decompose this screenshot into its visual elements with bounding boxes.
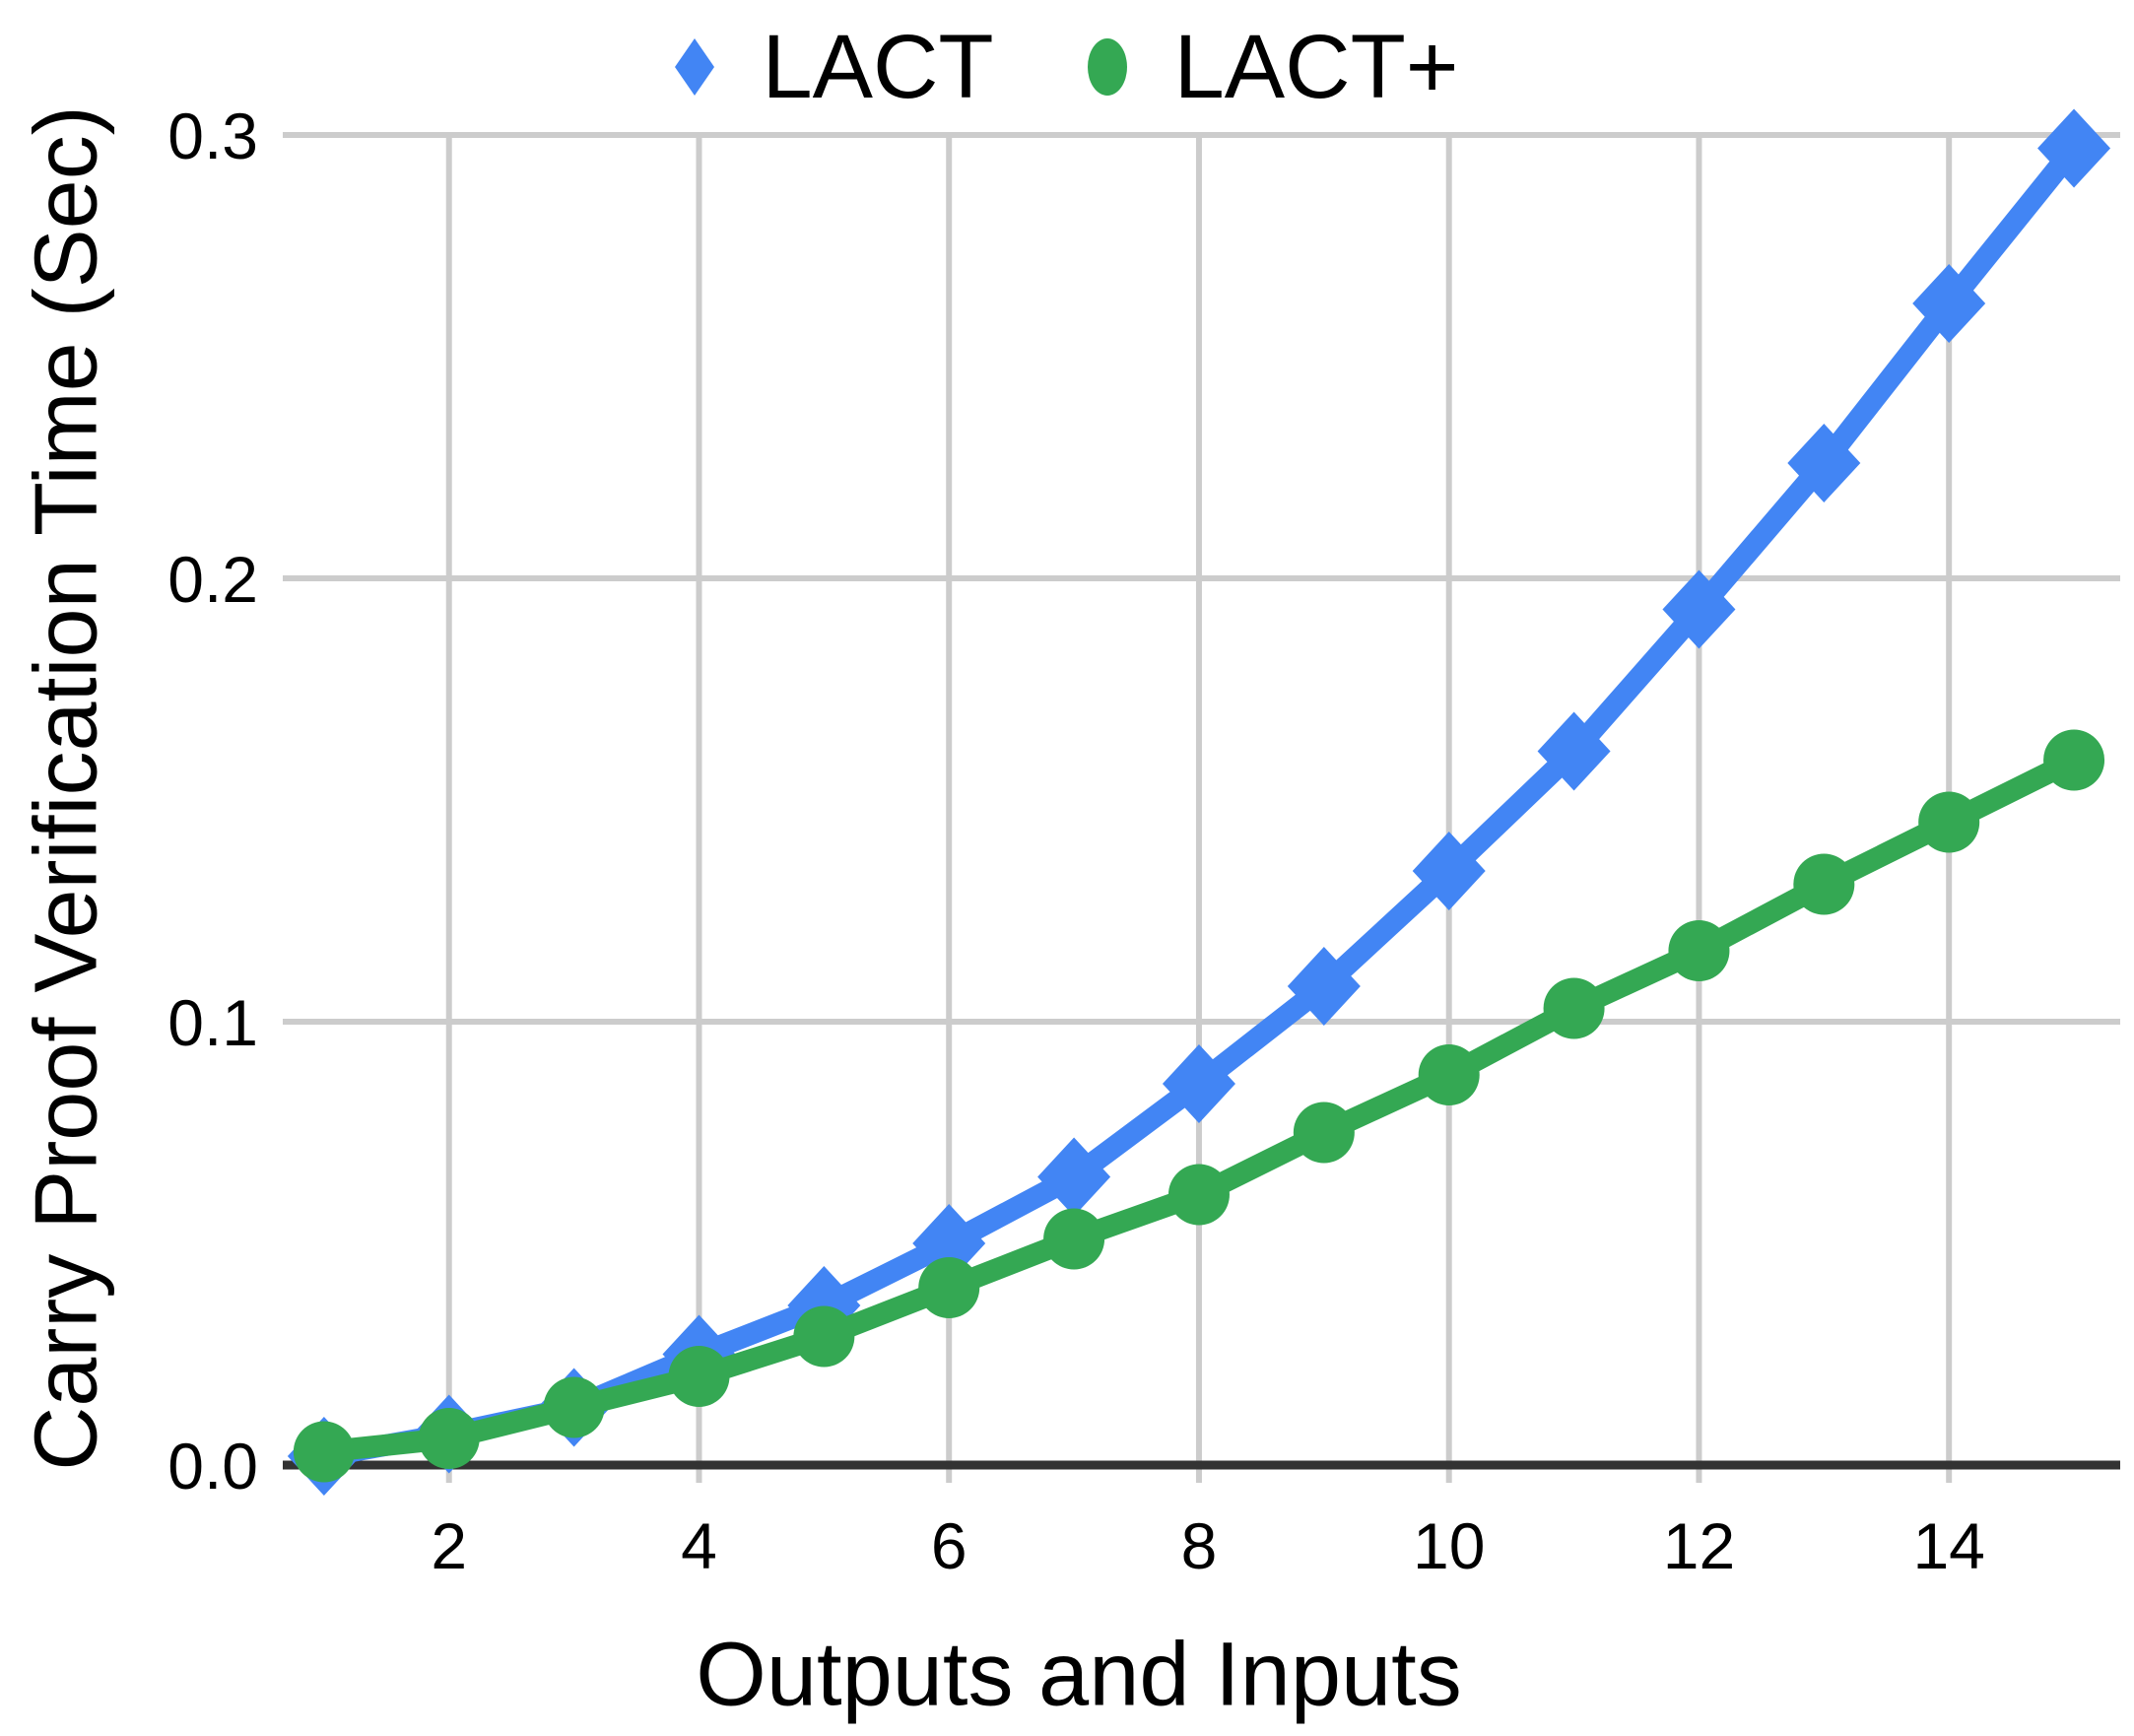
data-point-LACT+[interactable] — [1918, 791, 1980, 853]
data-point-LACT[interactable] — [1162, 1044, 1235, 1123]
legend-item-lact[interactable]: LACT — [675, 17, 994, 117]
data-point-LACT+[interactable] — [418, 1408, 480, 1469]
data-point-LACT+[interactable] — [1418, 1044, 1480, 1105]
data-point-LACT+[interactable] — [543, 1376, 605, 1438]
data-point-LACT[interactable] — [1912, 264, 1986, 343]
data-point-LACT+[interactable] — [1293, 1102, 1355, 1164]
data-point-LACT[interactable] — [2037, 108, 2111, 188]
legend-label-lact: LACT — [762, 17, 994, 117]
legend-label-lact-plus: LACT+ — [1173, 17, 1459, 117]
data-point-LACT[interactable] — [1787, 424, 1861, 502]
y-tick-label: 0.2 — [167, 543, 258, 616]
data-point-LACT+[interactable] — [918, 1257, 980, 1318]
data-point-LACT+[interactable] — [793, 1305, 855, 1368]
x-tick-label: 8 — [1181, 1509, 1218, 1582]
x-axis-title: Outputs and Inputs — [696, 1624, 1462, 1725]
x-tick-label: 10 — [1413, 1509, 1485, 1582]
x-tick-label: 12 — [1663, 1509, 1735, 1582]
data-point-LACT[interactable] — [1537, 711, 1611, 791]
x-tick-label: 4 — [681, 1509, 717, 1582]
data-point-LACT[interactable] — [912, 1204, 986, 1283]
data-point-LACT+[interactable] — [668, 1346, 730, 1407]
data-point-LACT+[interactable] — [1167, 1164, 1230, 1226]
data-point-LACT[interactable] — [1287, 947, 1361, 1026]
legend-diamond-icon — [675, 38, 715, 96]
y-tick-label: 0.0 — [167, 1430, 258, 1502]
data-point-LACT[interactable] — [1037, 1137, 1111, 1217]
data-point-LACT[interactable] — [1412, 832, 1486, 910]
x-tick-label: 6 — [931, 1509, 967, 1582]
data-point-LACT+[interactable] — [1543, 977, 1605, 1039]
data-point-LACT[interactable] — [1662, 569, 1736, 649]
data-point-LACT+[interactable] — [293, 1421, 355, 1483]
legend: LACT LACT+ — [0, 8, 2134, 126]
legend-circle-icon — [1087, 38, 1127, 96]
data-point-LACT+[interactable] — [1793, 853, 1855, 915]
x-tick-label: 2 — [431, 1509, 467, 1582]
data-point-LACT+[interactable] — [1668, 920, 1730, 981]
y-tick-label: 0.3 — [167, 100, 258, 172]
data-point-LACT+[interactable] — [1043, 1208, 1105, 1270]
x-tick-label: 14 — [1912, 1509, 1984, 1582]
legend-item-lact-plus[interactable]: LACT+ — [1087, 17, 1459, 117]
data-point-LACT+[interactable] — [2043, 729, 2105, 791]
y-tick-label: 0.1 — [167, 986, 258, 1059]
